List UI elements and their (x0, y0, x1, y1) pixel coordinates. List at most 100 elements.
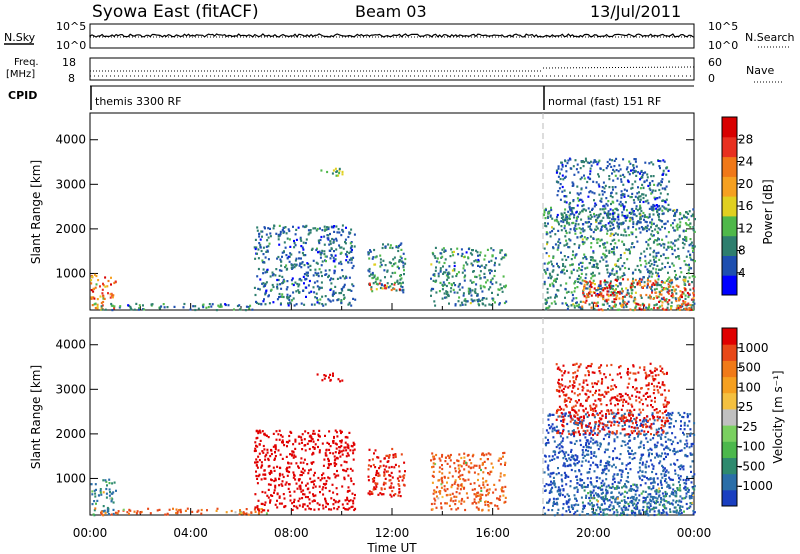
power-cell-9 (662, 169, 665, 172)
power-cell-6 (485, 264, 488, 267)
velocity-cell-5 (458, 453, 461, 456)
power-cell-6 (483, 276, 486, 279)
velocity-cell-6 (689, 432, 692, 435)
velocity-cell-6 (684, 485, 687, 489)
velocity-cell-5 (474, 493, 477, 496)
velocity-cell-6 (681, 466, 684, 469)
velocity-cell-5 (454, 479, 457, 482)
velocity-cell-6 (625, 480, 628, 483)
power-cell-9 (655, 197, 658, 200)
power-cell-6 (443, 271, 445, 274)
velocity-cell-2 (319, 435, 321, 438)
power-cell-7 (552, 246, 554, 249)
power-cell-7 (573, 304, 576, 307)
power-cell-2 (347, 235, 350, 239)
power-cell-9 (589, 177, 591, 180)
power-cell-2 (279, 258, 282, 261)
power-cell-7 (571, 293, 574, 297)
power-cell-4 (369, 250, 372, 253)
power-cell-0 (109, 293, 112, 296)
velocity-cell-3 (328, 376, 330, 379)
power-cell-6 (498, 288, 501, 291)
velocity-cell-5 (480, 489, 483, 492)
power-cell-1 (215, 309, 218, 312)
velocity-cell-5 (478, 498, 481, 501)
power-cell-3 (338, 169, 341, 172)
power-cell-7 (664, 257, 667, 260)
power-cell-9 (648, 207, 651, 210)
velocity-cell-2 (317, 445, 319, 449)
velocity-cell-6 (642, 453, 645, 456)
velocity-cell-6 (623, 440, 626, 443)
velocity-cell-6 (577, 423, 580, 426)
velocity-cell-0 (90, 483, 93, 486)
power-cell-2 (277, 255, 280, 259)
power-cell-7 (662, 253, 665, 256)
velocity-cell-5 (435, 453, 438, 457)
power-cell-8 (675, 299, 678, 303)
velocity-cell-6 (645, 418, 648, 421)
velocity-cell-5 (450, 486, 453, 489)
power-cell-9 (560, 213, 563, 216)
velocity-cell-6 (566, 459, 569, 462)
power-cell-2 (321, 303, 324, 306)
velocity-cell-6 (597, 432, 600, 435)
velocity-cell-2 (303, 469, 306, 472)
power-cell-7 (630, 231, 633, 234)
power-cell-4 (396, 265, 399, 269)
power-cell-7 (661, 262, 664, 265)
velocity-cell-6 (686, 442, 689, 445)
power-cell-7 (623, 251, 626, 255)
velocity-cell-6 (621, 509, 624, 512)
velocity-cell-6 (633, 511, 636, 514)
power-cell-7 (685, 211, 688, 214)
power-cell-7 (577, 280, 580, 283)
velocity-cell-6 (552, 436, 555, 439)
velocity-cell-5 (441, 467, 444, 471)
velocity-cell-2 (300, 457, 303, 460)
velocity-cell-6 (586, 485, 589, 488)
power-cell-2 (339, 260, 342, 263)
velocity-cell-6 (634, 490, 637, 493)
velocity-cell-5 (448, 455, 451, 458)
nsky-right-tick-bottom: 10^0 (708, 39, 738, 52)
velocity-cell-5 (432, 455, 435, 458)
power-cell-9 (599, 220, 602, 223)
power-cell-7 (673, 214, 675, 217)
power-cell-6 (438, 261, 441, 264)
velocity-cell-6 (624, 423, 626, 426)
velocity-cell-6 (649, 447, 652, 450)
power-cell-9 (579, 178, 582, 181)
power-cell-8 (599, 280, 602, 283)
velocity-cell-2 (305, 484, 307, 487)
power-cell-8 (692, 292, 695, 295)
velocity-cell-6 (607, 426, 610, 430)
power-cell-7 (663, 222, 666, 226)
power-cell-7 (676, 208, 679, 212)
velocity-cell-6 (673, 425, 675, 428)
velocity-cell-2 (262, 473, 265, 476)
power-cell-6 (471, 289, 474, 292)
power-cell-7 (651, 234, 654, 238)
velocity-cell-2 (286, 466, 289, 469)
velocity-cell-6 (587, 453, 590, 456)
power-cell-0 (96, 307, 99, 310)
power-cell-7 (659, 291, 661, 294)
velocity-cell-2 (292, 443, 295, 446)
velocity-cell-5 (460, 465, 463, 468)
power-cell-0 (96, 298, 99, 301)
velocity-cell-5 (480, 487, 483, 490)
power-cell-6 (437, 275, 440, 278)
power-cell-8 (631, 280, 634, 283)
power-cell-7 (623, 262, 626, 265)
power-cell-7 (636, 264, 639, 268)
power-cell-4 (368, 274, 371, 278)
velocity-cell-6 (551, 427, 554, 430)
velocity-cell-5 (456, 487, 459, 490)
velocity-cell-6 (608, 461, 611, 464)
power-cell-8 (652, 297, 655, 300)
velocity-cell-2 (324, 434, 326, 437)
power-cell-7 (605, 260, 608, 263)
power-cell-7 (647, 238, 650, 242)
velocity-cell-2 (299, 486, 302, 489)
